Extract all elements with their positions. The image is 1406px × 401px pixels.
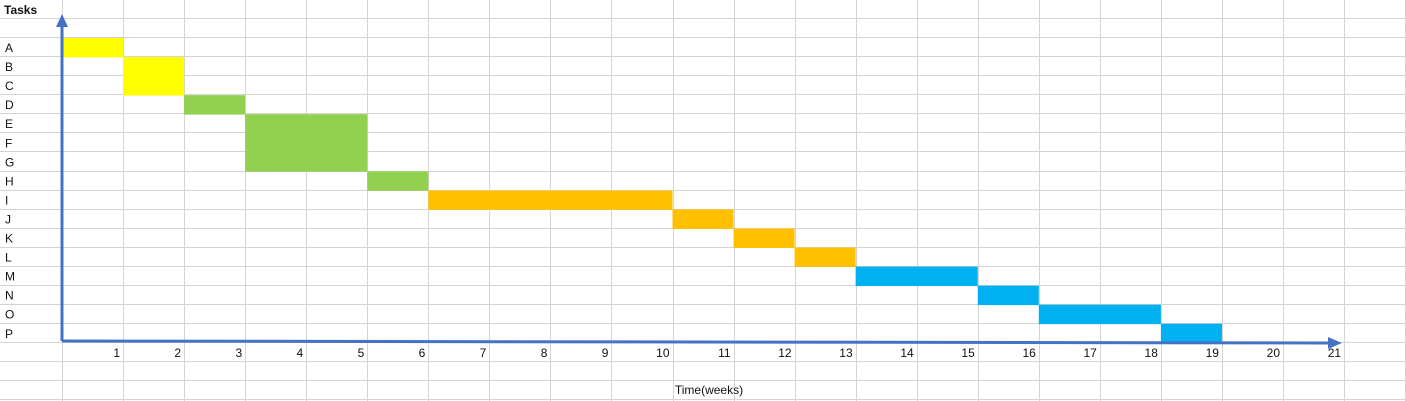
x-tick-label: 10 — [656, 346, 670, 360]
x-tick-label: 1 — [113, 346, 120, 360]
x-tick-label: 18 — [1145, 346, 1159, 360]
task-label-d: D — [5, 98, 14, 112]
y-axis-title: Tasks — [4, 3, 37, 17]
axes — [56, 14, 1342, 349]
x-tick-label: 4 — [297, 346, 304, 360]
task-label-b: B — [5, 60, 13, 74]
x-tick-label: 13 — [839, 346, 853, 360]
task-label-j: J — [5, 212, 11, 226]
task-label-l: L — [5, 251, 12, 265]
task-bar-k — [733, 228, 795, 248]
task-bar-m — [855, 266, 978, 287]
x-tick-label: 8 — [541, 346, 548, 360]
task-label-i: I — [5, 193, 8, 207]
task-label-k: K — [5, 232, 13, 246]
task-bar-c — [123, 76, 185, 96]
x-tick-label: 19 — [1206, 346, 1220, 360]
task-label-o: O — [5, 308, 14, 322]
task-label-f: F — [5, 136, 12, 150]
task-label-h: H — [5, 174, 14, 188]
task-bar-d — [184, 95, 246, 115]
x-tick-label: 20 — [1267, 346, 1281, 360]
task-bar-i — [428, 190, 673, 210]
x-tick-label: 3 — [235, 346, 242, 360]
x-tick-label: 7 — [480, 346, 487, 360]
task-label-e: E — [5, 117, 13, 131]
x-tick-label: 11 — [718, 346, 731, 360]
task-bars — [62, 38, 1222, 344]
x-tick-label: 15 — [961, 346, 975, 360]
task-bar-b — [123, 57, 185, 77]
task-label-p: P — [5, 327, 13, 341]
task-bar-l — [794, 247, 856, 267]
task-label-c: C — [5, 79, 14, 93]
x-tick-label: 5 — [358, 346, 365, 360]
task-bar-p — [1160, 323, 1222, 344]
x-axis-title: Time(weeks) — [675, 383, 743, 397]
task-bar-o — [1038, 304, 1161, 325]
task-bar-n — [977, 285, 1039, 306]
task-label-a: A — [5, 41, 13, 55]
task-label-g: G — [5, 155, 14, 169]
x-tick-label: 12 — [778, 346, 792, 360]
task-label-n: N — [5, 289, 14, 303]
task-bar-h — [367, 171, 429, 191]
x-tick-label: 2 — [174, 346, 181, 360]
x-tick-label: 9 — [602, 346, 609, 360]
task-bar-a — [62, 38, 124, 58]
y-axis-arrow — [56, 14, 68, 27]
x-tick-label: 14 — [900, 346, 914, 360]
task-bar-g — [245, 152, 368, 172]
task-bar-f — [245, 133, 368, 153]
task-bar-e — [245, 114, 368, 134]
x-tick-label: 6 — [419, 346, 426, 360]
x-axis-arrow — [1328, 337, 1342, 349]
x-tick-label: 17 — [1083, 346, 1097, 360]
task-bar-j — [672, 209, 734, 229]
x-tick-label: 16 — [1022, 346, 1036, 360]
x-axis-line — [61, 339, 1331, 345]
task-label-m: M — [5, 270, 15, 284]
x-tick-label: 21 — [1328, 346, 1342, 360]
